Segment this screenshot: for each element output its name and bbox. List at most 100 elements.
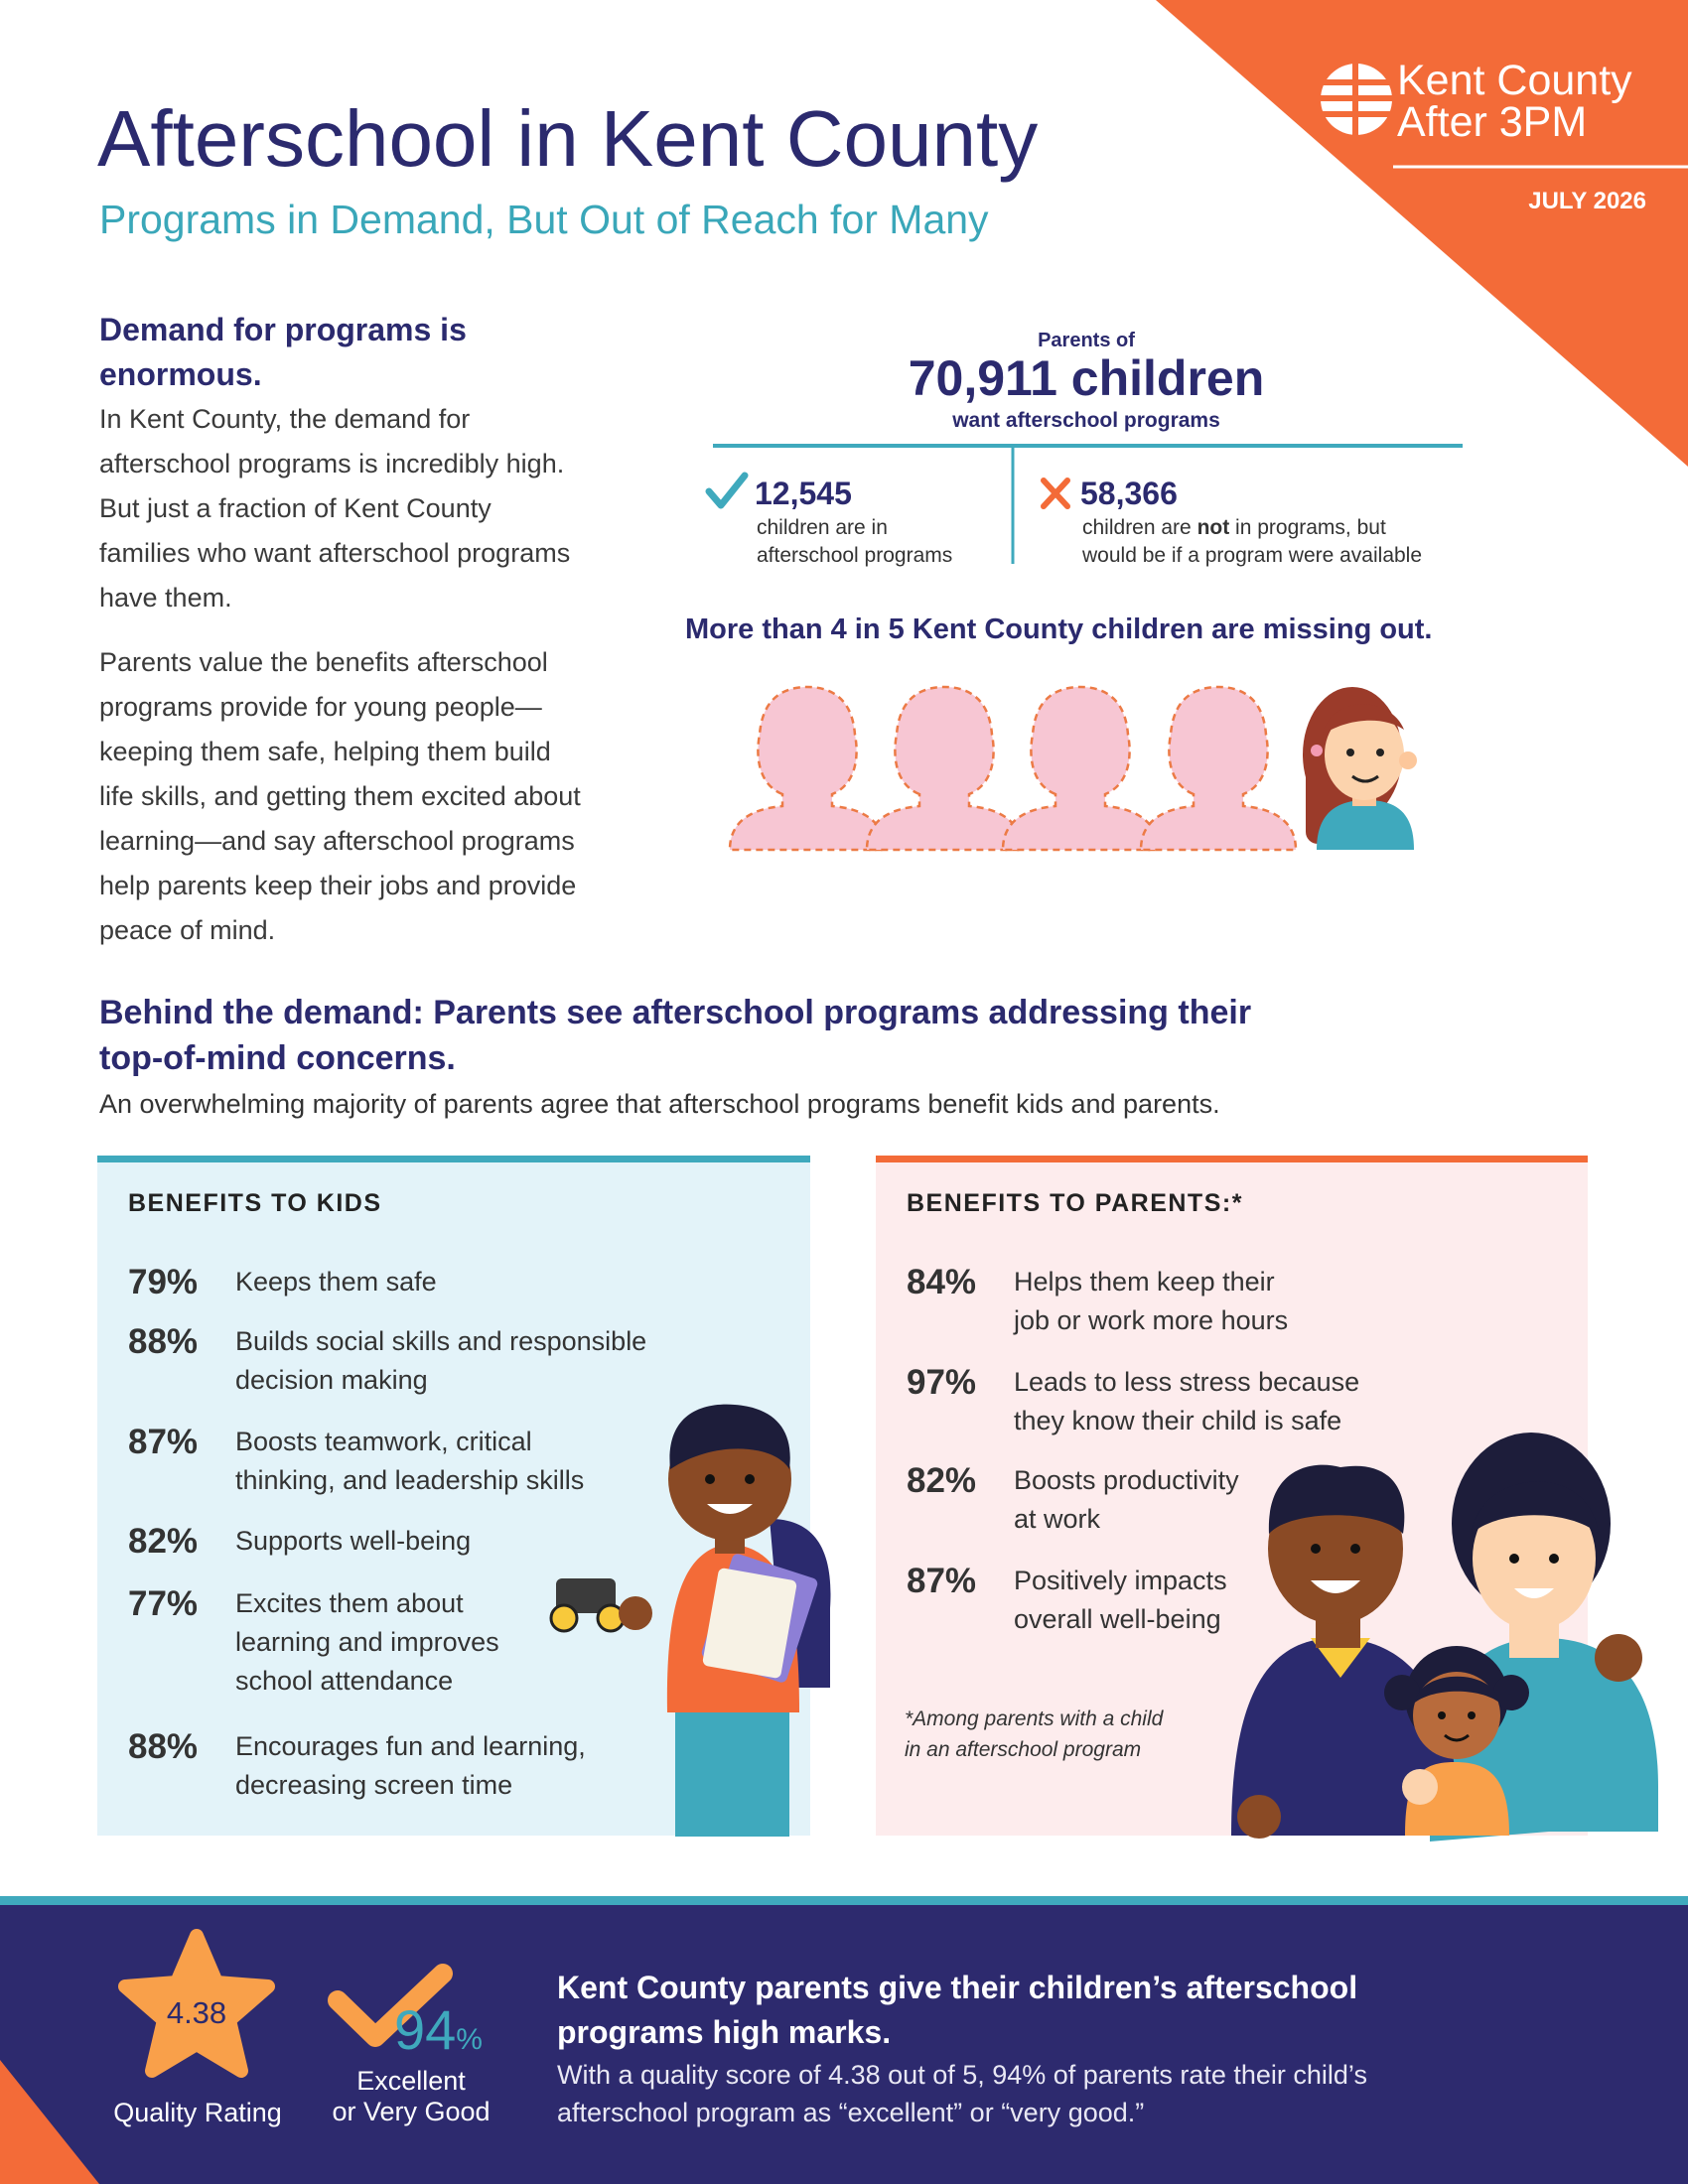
girl-illustration <box>1303 687 1417 850</box>
band-body: With a quality score of 4.38 out of 5, 9… <box>557 2060 1367 2090</box>
paragraph-line: afterschool programs is incredibly high. <box>99 449 565 478</box>
benefit-text: Boosts teamwork, critical <box>235 1427 532 1456</box>
stats-caption: children are not in programs, but <box>1082 514 1386 542</box>
logo-emblem-part <box>1352 60 1358 139</box>
benefit-text: Builds social skills and responsible <box>235 1326 647 1356</box>
band-heading: Kent County parents give their children’… <box>557 1970 1358 2005</box>
family-illustration <box>1231 1433 1658 1842</box>
benefit-percent: 82% <box>128 1522 199 1561</box>
band-body: afterschool program as “excellent” or “v… <box>557 2098 1145 2127</box>
benefit-text: Keeps them safe <box>235 1267 437 1297</box>
girl-illustration-part <box>1399 751 1417 769</box>
rating-label: Quality Rating <box>113 2098 282 2127</box>
share-label: or Very Good <box>332 2097 491 2126</box>
family-illustration-part <box>1473 1487 1596 1630</box>
family-illustration-part <box>1438 1711 1446 1719</box>
logo-emblem <box>1319 60 1396 139</box>
stats-number: 12,545 <box>755 476 852 511</box>
benefit-text: they know their child is safe <box>1014 1406 1342 1435</box>
caption-part: children are <box>1082 516 1197 539</box>
benefit-text: Helps them keep their <box>1014 1267 1275 1297</box>
paragraph-line: peace of mind. <box>99 915 276 945</box>
paragraph-line: help parents keep their jobs and provide <box>99 871 577 900</box>
girl-illustration-part <box>1323 704 1404 735</box>
family-illustration-part <box>1595 1634 1642 1682</box>
paragraph-line: learning—and say afterschool programs <box>99 826 575 856</box>
benefit-text: school attendance <box>235 1666 454 1696</box>
footnote: in an afterschool program <box>905 1738 1142 1761</box>
benefit-text: Supports well-being <box>235 1526 472 1556</box>
share-part: 94 <box>394 1998 457 2061</box>
rating-check <box>328 1964 453 2047</box>
band-heading: programs high marks. <box>557 2014 892 2050</box>
girl-illustration-part <box>1311 745 1323 756</box>
logo-text: Kent County <box>1397 57 1632 104</box>
benefit-percent: 97% <box>907 1363 977 1402</box>
bottom-band <box>0 1905 1688 2184</box>
paragraph-line: Parents value the benefits afterschool <box>99 647 548 677</box>
caption-part: not <box>1196 516 1230 539</box>
band-rule <box>0 1896 1688 1905</box>
boy-illustration-part <box>707 1504 753 1514</box>
share-label: Excellent <box>356 2066 466 2096</box>
boy-illustration-part <box>705 1474 715 1484</box>
benefit-text: decreasing screen time <box>235 1770 513 1800</box>
benefit-text: Encourages fun and learning, <box>235 1731 586 1761</box>
stats-number: 58,366 <box>1080 476 1178 511</box>
cross-icon <box>1041 478 1070 509</box>
benefit-text: Excites them about <box>235 1588 464 1618</box>
section-heading: Behind the demand: Parents see afterscho… <box>99 994 1252 1031</box>
family-illustration-part <box>1468 1711 1476 1719</box>
check-icon <box>705 472 749 509</box>
family-illustration-part <box>1311 1580 1360 1593</box>
benefit-percent: 79% <box>128 1263 199 1301</box>
benefit-text: learning and improves <box>235 1627 499 1657</box>
girl-illustration-part <box>1325 709 1404 800</box>
benefit-percent: 88% <box>128 1322 199 1361</box>
share-value: 94% <box>394 2000 483 2075</box>
family-illustration-part <box>1444 1733 1470 1742</box>
family-illustration-part <box>1514 1588 1554 1598</box>
rating-value: 4.38 <box>166 1995 227 2030</box>
stats-caption: children are in <box>757 516 888 539</box>
section-heading: Demand for programs is <box>99 312 467 347</box>
share-part: % <box>456 2023 483 2056</box>
logo-text: After 3PM <box>1397 98 1588 146</box>
family-illustration-part <box>1402 1769 1438 1805</box>
box-title: BENEFITS TO PARENTS:* <box>907 1189 1243 1217</box>
corner-triangle <box>1156 0 1688 467</box>
footnote: *Among parents with a child <box>905 1707 1164 1730</box>
stats-caption: would be if a program were available <box>1082 544 1423 567</box>
paragraph-line: But just a fraction of Kent County <box>99 493 492 523</box>
subtitle: Programs in Demand, But Out of Reach for… <box>99 197 989 242</box>
boy-illustration-part <box>549 1603 579 1633</box>
boy-illustration-part <box>669 1404 790 1469</box>
stats-callout: More than 4 in 5 Kent County children ar… <box>685 614 1433 645</box>
benefit-percent: 82% <box>907 1461 977 1500</box>
child-silhouette <box>865 685 1024 852</box>
boy-illustration-part <box>556 1578 616 1613</box>
benefit-text: overall well-being <box>1014 1604 1221 1634</box>
benefit-text: Boosts productivity <box>1014 1465 1239 1495</box>
child-silhouette <box>1001 685 1160 852</box>
girl-illustration-part <box>1376 749 1384 756</box>
family-illustration-part <box>1493 1675 1529 1710</box>
section-subheading: An overwhelming majority of parents agre… <box>99 1089 1220 1119</box>
benefit-percent: 87% <box>907 1562 977 1600</box>
stats-caption: afterschool programs <box>757 544 953 567</box>
benefit-text: Leads to less stress because <box>1014 1367 1360 1397</box>
benefit-text: decision making <box>235 1365 428 1395</box>
family-illustration-part <box>1384 1675 1420 1710</box>
parents-box-rule <box>876 1156 1588 1162</box>
date: JULY 2026 <box>1528 188 1646 214</box>
family-illustration-part <box>1311 1544 1321 1554</box>
girl-illustration-part <box>1351 774 1379 783</box>
section-heading: enormous. <box>99 356 262 392</box>
benefit-percent: 84% <box>907 1263 977 1301</box>
paragraph-line: programs provide for young people— <box>99 692 542 722</box>
kids-box-rule <box>97 1156 810 1162</box>
boy-illustration-part <box>619 1596 652 1630</box>
